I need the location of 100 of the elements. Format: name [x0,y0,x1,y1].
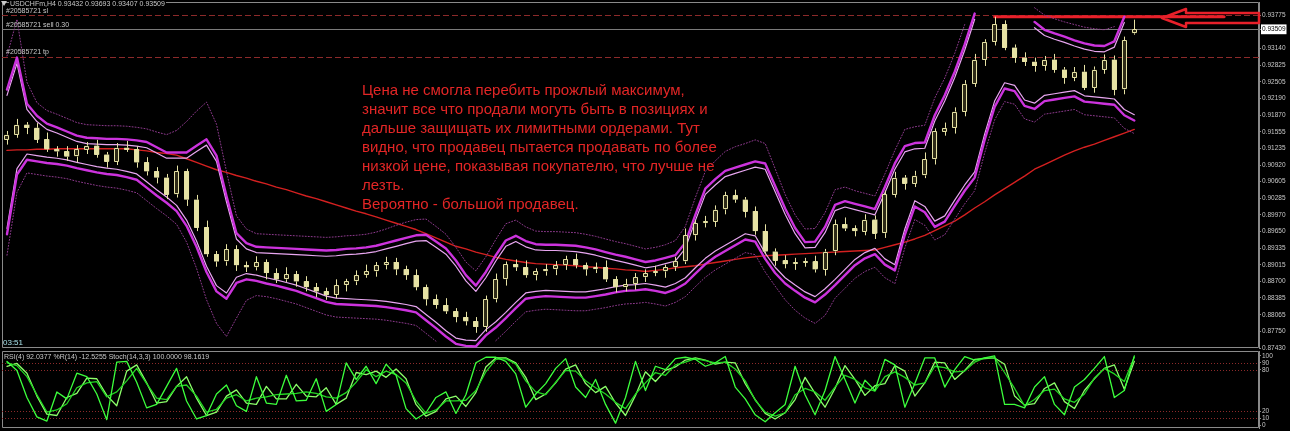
annotation: Цена не смогла перебить прожлый максимум, значит все что продали могуть быть в позициях и дальше защищать их лимитными ордерами. Тут видно, что продавец пытается продавать по более низкой цене, показывая покупателю, что лучше не лезть. Вероятно - большой продавец. [362,80,717,213]
candlestick [513,258,519,272]
candlestick [882,190,888,239]
candlestick [1012,43,1018,64]
candlestick [413,268,419,291]
candlestick [134,145,140,169]
candlestick [473,316,479,334]
candlestick [223,243,229,267]
candlestick [253,255,259,271]
candlestick [154,166,160,184]
candlestick [24,121,30,135]
candlestick [84,141,90,155]
candlestick [682,227,688,265]
candlestick [932,127,938,166]
candlestick [613,275,619,293]
candlestick [94,139,100,159]
candlestick [623,278,629,292]
candlestick [1111,54,1117,96]
candlestick [243,261,249,273]
candlestick [523,259,529,279]
candlestick [363,264,369,279]
candlestick [483,295,489,333]
candlestick [902,174,908,191]
candlestick [583,262,589,277]
candlestick [662,264,668,279]
candlestick [862,213,868,236]
candlestick [463,311,469,326]
candlestick [124,140,130,153]
candlestick [144,156,150,177]
candlestick [443,297,449,315]
candlestick [14,118,20,139]
candlestick [1131,19,1137,34]
candlestick [353,269,359,286]
candlestick [922,151,928,179]
candlestick [74,144,80,163]
candlestick [543,263,549,277]
candlestick [4,130,10,146]
candlestick [44,132,50,153]
candlestick [403,265,409,281]
candlestick [174,165,180,199]
candlestick [752,205,758,236]
candlestick [952,106,958,135]
candlestick [453,307,459,323]
candlestick [702,215,708,228]
candlestick [104,151,110,169]
candlestick [842,216,848,232]
candlestick [393,257,399,276]
candlestick [64,145,70,162]
candlestick [1022,51,1028,67]
candlestick [373,261,379,278]
candlestick [852,224,858,237]
candlestick [593,262,599,274]
candlestick [313,282,319,298]
candlestick [792,257,798,271]
candlestick [263,258,269,280]
candlestick [533,267,539,281]
candlestick [1061,66,1067,85]
candlestick [293,270,299,288]
candlestick [712,204,718,228]
candlestick [194,194,200,232]
candlestick [822,248,828,277]
candlestick [553,260,559,276]
candlestick [942,122,948,137]
candlestick [34,122,40,144]
candlestick [692,219,698,242]
candlestick [632,272,638,291]
candlestick [164,173,170,200]
candlestick [1032,57,1038,73]
candlestick [563,255,569,271]
candlestick [912,170,918,188]
candlestick [303,275,309,292]
candlestick [872,214,878,240]
candlestick [383,256,389,270]
candlestick [323,287,329,301]
candlestick [1002,19,1008,51]
candlestick [114,142,120,166]
candlestick [1042,55,1048,72]
candlestick [892,171,898,199]
candlestick [433,294,439,310]
candlestick [54,145,60,158]
candlestick [972,53,978,88]
candlestick [1081,64,1087,91]
candlestick [233,244,239,272]
candlestick [423,284,429,307]
candlestick [962,79,968,117]
candlestick [812,255,818,274]
candlestick [503,261,509,287]
candlestick [782,254,788,269]
candlestick [1071,66,1077,82]
candlestick [273,267,279,284]
candlestick [603,259,609,283]
candlestick [992,16,998,47]
candlestick [642,268,648,283]
annotation: 03:51 [3,338,24,347]
candlestick [283,266,289,283]
candlestick [762,223,768,255]
candlestick [772,247,778,267]
candlestick [333,278,339,299]
candlestick [672,256,678,272]
candlestick [982,38,988,67]
